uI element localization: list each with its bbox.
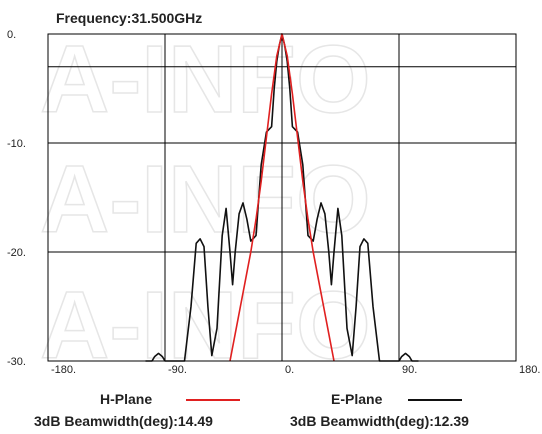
y-tick-label: -20. — [7, 247, 26, 259]
y-tick-label: -30. — [7, 356, 26, 368]
y-tick-label: 0. — [7, 29, 16, 41]
watermark: A-INFO A-INFO A-INFO — [39, 25, 371, 380]
y-tick-label: -10. — [7, 138, 26, 150]
x-tick-label: 90. — [402, 364, 417, 376]
legend-h-plane-label: H-Plane — [100, 391, 152, 407]
watermark-bottom: A-INFO — [40, 272, 371, 379]
x-tick-label: 0. — [285, 364, 294, 376]
h-plane-beamwidth: 3dB Beamwidth(deg):14.49 — [34, 413, 213, 429]
grid — [48, 34, 516, 361]
x-tick-label: -90. — [168, 364, 187, 376]
e-plane-beamwidth: 3dB Beamwidth(deg):12.39 — [290, 413, 469, 429]
legend: H-Plane 3dB Beamwidth(deg):14.49 E-Plane… — [34, 391, 469, 429]
watermark-middle: A-INFO — [40, 146, 371, 253]
plot-frame — [47, 33, 517, 362]
chart-title: Frequency:31.500GHz — [56, 10, 202, 26]
x-tick-label: -180. — [51, 364, 76, 376]
tick-labels: -180. -90. 0. 90. 180. 0. -10. -20. -30. — [7, 29, 540, 376]
x-tick-label: 180. — [519, 364, 540, 376]
watermark-top: A-INFO — [40, 26, 371, 133]
legend-e-plane-label: E-Plane — [331, 391, 383, 407]
